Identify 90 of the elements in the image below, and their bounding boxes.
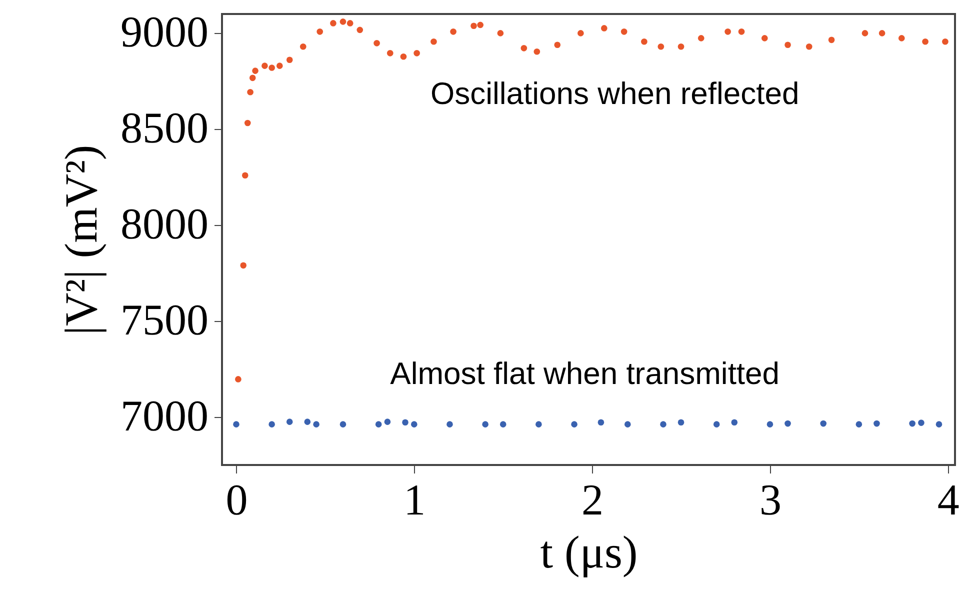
point bbox=[286, 418, 293, 425]
point bbox=[828, 36, 835, 44]
point bbox=[578, 30, 584, 36]
x-tick-label: 0 bbox=[226, 476, 248, 524]
point bbox=[402, 419, 408, 426]
point bbox=[784, 42, 791, 48]
y-tick-label: 7000 bbox=[120, 392, 208, 441]
point bbox=[536, 421, 542, 428]
point bbox=[936, 421, 942, 428]
point bbox=[242, 172, 248, 179]
point bbox=[624, 421, 631, 428]
point bbox=[534, 48, 540, 55]
point bbox=[316, 28, 324, 35]
point bbox=[346, 20, 354, 26]
point bbox=[497, 30, 504, 36]
point bbox=[856, 421, 862, 428]
point bbox=[268, 421, 275, 428]
point bbox=[482, 421, 488, 428]
x-axis-title: t (μs) bbox=[540, 526, 638, 578]
point bbox=[304, 418, 311, 425]
point bbox=[500, 421, 506, 428]
point bbox=[450, 28, 456, 35]
point bbox=[724, 28, 731, 35]
point bbox=[410, 421, 418, 428]
point bbox=[731, 419, 738, 426]
point bbox=[233, 421, 240, 428]
point bbox=[375, 421, 382, 428]
annotation: Oscillations when reflected bbox=[430, 76, 800, 112]
point bbox=[268, 64, 275, 71]
point bbox=[678, 419, 684, 426]
point bbox=[898, 35, 905, 42]
point bbox=[766, 421, 774, 428]
point bbox=[784, 420, 791, 427]
point bbox=[909, 420, 916, 427]
point bbox=[554, 42, 561, 48]
point bbox=[240, 262, 247, 269]
point bbox=[330, 20, 336, 26]
point bbox=[862, 30, 868, 36]
annotation: Almost flat when transmitted bbox=[390, 356, 780, 391]
point bbox=[400, 53, 407, 60]
point bbox=[477, 22, 484, 28]
x-tick-label: 4 bbox=[937, 476, 960, 524]
point bbox=[374, 40, 380, 46]
point bbox=[249, 74, 256, 82]
point bbox=[235, 376, 242, 382]
y-tick-label: 9000 bbox=[120, 8, 208, 57]
point bbox=[620, 28, 628, 35]
x-tick-label: 1 bbox=[404, 476, 426, 524]
point bbox=[356, 26, 364, 34]
y-tick-label: 8000 bbox=[120, 200, 208, 249]
point bbox=[340, 18, 346, 25]
point bbox=[470, 22, 477, 30]
point bbox=[386, 50, 394, 56]
x-tick-label: 2 bbox=[582, 476, 604, 524]
point bbox=[414, 50, 420, 56]
point bbox=[244, 120, 251, 126]
point bbox=[820, 420, 827, 427]
point bbox=[660, 421, 666, 428]
point bbox=[942, 38, 948, 45]
point bbox=[384, 418, 391, 425]
point bbox=[571, 421, 578, 428]
y-tick-label: 8500 bbox=[120, 104, 208, 153]
x-tick-label: 3 bbox=[759, 476, 782, 524]
point bbox=[698, 35, 704, 42]
point bbox=[713, 421, 720, 428]
point bbox=[262, 62, 268, 69]
point bbox=[878, 30, 886, 36]
point bbox=[874, 420, 880, 427]
point bbox=[806, 43, 812, 50]
point bbox=[598, 419, 604, 426]
point bbox=[252, 68, 258, 74]
point bbox=[446, 421, 453, 428]
point bbox=[922, 38, 928, 45]
point bbox=[678, 43, 684, 50]
point bbox=[313, 421, 320, 428]
point bbox=[276, 62, 283, 69]
point bbox=[520, 45, 528, 52]
point bbox=[247, 88, 254, 96]
point bbox=[761, 35, 768, 42]
point bbox=[340, 421, 346, 428]
point bbox=[430, 38, 437, 45]
y-axis-title: |V²| (mV²) bbox=[56, 144, 106, 336]
point bbox=[658, 43, 664, 50]
point bbox=[600, 25, 608, 32]
point bbox=[300, 43, 306, 50]
y-tick-label: 7500 bbox=[120, 296, 208, 345]
point bbox=[738, 28, 745, 35]
point bbox=[286, 56, 293, 64]
point bbox=[918, 420, 924, 426]
point bbox=[641, 38, 648, 45]
